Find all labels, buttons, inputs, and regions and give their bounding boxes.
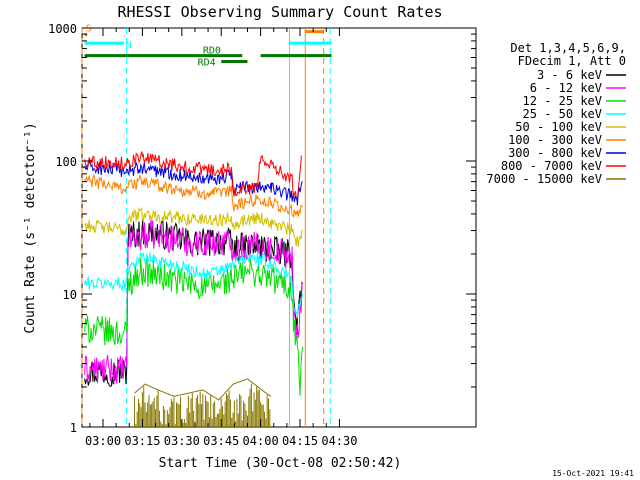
flag-label-s: S — [86, 24, 92, 35]
x-axis-label: Start Time (30-Oct-08 02:50:42) — [159, 456, 402, 471]
series-layer — [84, 151, 304, 427]
legend-header-line-1: Det 1,3,4,5,6,9, — [510, 41, 626, 55]
plot-frame — [81, 27, 477, 428]
x-tick-label: 03:00 — [85, 434, 121, 448]
legend-label-800-7000-kev: 800 - 7000 keV — [501, 159, 602, 173]
legend-label-12-25-kev: 12 - 25 keV — [523, 94, 602, 108]
x-tick-label: 04:00 — [243, 434, 279, 448]
x-tick-label: 04:30 — [321, 434, 357, 448]
y-tick-label: 100 — [55, 155, 77, 169]
x-tick-label: 03:45 — [203, 434, 239, 448]
timestamp: 15-Oct-2021 19:41 — [552, 469, 634, 478]
legend-header-line-2: FDecim 1, Att 0 — [518, 54, 626, 68]
series-7000-15000-kev-spikes — [134, 383, 271, 427]
series-50-100-kev-line — [84, 206, 303, 248]
legend-label-6-12-kev: 6 - 12 keV — [530, 81, 602, 95]
legend: Det 1,3,4,5,6,9, FDecim 1, Att 0 3 - 6 k… — [486, 41, 626, 186]
legend-label-25-50-kev: 25 - 50 keV — [523, 107, 602, 121]
x-tick-label: 03:30 — [164, 434, 200, 448]
series-100-300-kev-line — [84, 173, 303, 218]
legend-label-50-100-kev: 50 - 100 keV — [515, 120, 602, 134]
x-tick-label: 04:15 — [282, 434, 318, 448]
series-25-50-kev-line — [84, 252, 304, 319]
chart-title: RHESSI Observing Summary Count Rates — [117, 3, 442, 21]
axes-layer: 03:00 03:15 03:30 03:45 04:00 04:15 04:30 1 10 10… — [48, 22, 476, 448]
series-300-800-kev-line — [84, 160, 303, 206]
flag-label-rd4: RD4 — [198, 57, 216, 68]
series-6-12-kev-line — [84, 218, 303, 385]
y-tick-label: 1000 — [48, 22, 77, 36]
y-axis-label: Count Rate (s⁻¹ detector⁻¹) — [23, 122, 38, 333]
legend-label-3-6-kev: 3 - 6 keV — [537, 68, 602, 82]
legend-label-7000-15000-kev: 7000 - 15000 keV — [486, 172, 602, 186]
legend-label-300-800-kev: 300 - 800 keV — [508, 146, 602, 160]
series-12-25-kev-line — [84, 257, 304, 396]
x-tick-label: 03:15 — [124, 434, 160, 448]
y-tick-label: 10 — [63, 288, 77, 302]
series-800-7000-kev-line — [84, 151, 302, 200]
series-7000-15000-kev-line — [134, 378, 272, 401]
y-tick-label: 1 — [70, 421, 77, 435]
flag-label-n: N — [126, 40, 132, 51]
legend-label-100-300-kev: 100 - 300 keV — [508, 133, 602, 147]
flag-label-rd0: RD0 — [203, 46, 221, 57]
